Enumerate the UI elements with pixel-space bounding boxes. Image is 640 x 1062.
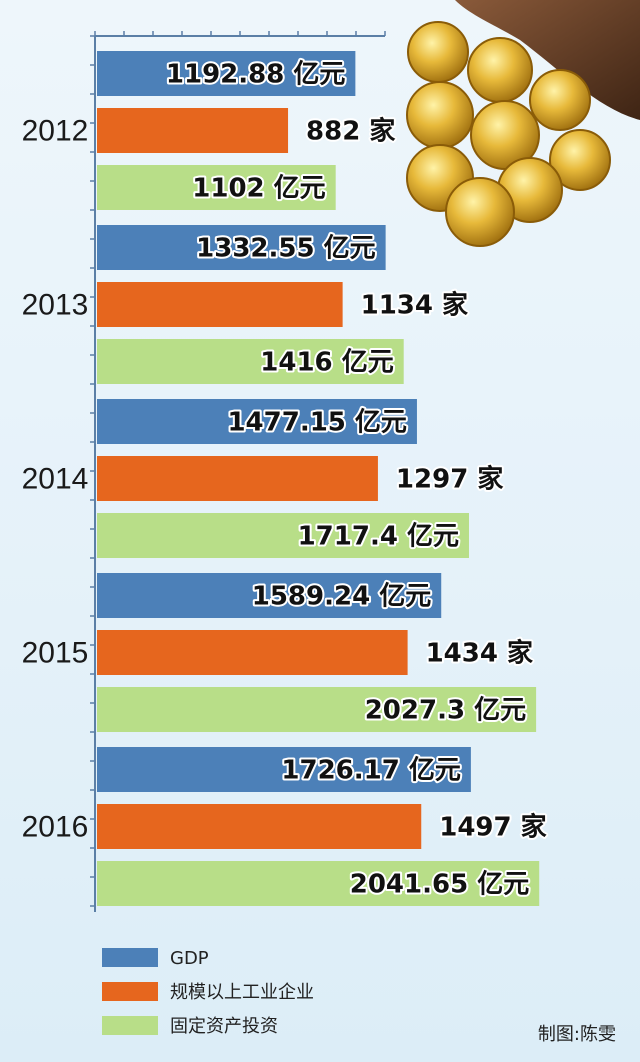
bar-label-2016-series-0: 1726.17 亿元	[281, 756, 460, 786]
bar-2013-series-2	[97, 339, 404, 384]
year-label-2016: 2016	[22, 811, 89, 844]
bar-label-2012-series-2: 1102 亿元	[192, 174, 325, 204]
bar-label-2014-series-2: 1717.4 亿元	[298, 522, 459, 552]
gold-coins-image	[406, 0, 640, 247]
bar-2012-series-2	[97, 165, 336, 210]
axis-ticks	[90, 31, 386, 907]
bar-label-2014-series-1: 1297 家	[396, 464, 503, 495]
bars-layer	[97, 51, 540, 906]
bar-2015-series-1	[97, 630, 408, 675]
legend-label-0: GDP	[170, 948, 209, 969]
bar-label-2012-series-0: 1192.88 亿元	[166, 60, 345, 90]
bar-label-2013-series-0: 1332.55 亿元	[196, 234, 375, 264]
bar-2014-series-1	[97, 456, 378, 501]
bar-2012-series-0	[97, 51, 356, 96]
bar-label-2014-series-0: 1477.15 亿元	[227, 408, 406, 438]
bar-label-2015-series-2: 2027.3 亿元	[365, 696, 526, 726]
bar-2016-series-1	[97, 804, 422, 849]
year-label-2015: 2015	[22, 637, 89, 670]
legend-label-2: 固定资产投资	[170, 1016, 278, 1037]
bar-2016-series-2	[97, 861, 540, 906]
bar-2016-series-0	[97, 747, 471, 792]
chart-credit: 制图:陈雯	[538, 1024, 616, 1045]
year-label-2013: 2013	[22, 289, 89, 322]
bar-2012-series-1	[97, 108, 289, 153]
bar-label-2013-series-2: 1416 亿元	[260, 348, 393, 378]
bar-label-2015-series-0: 1589.24 亿元	[252, 582, 431, 612]
year-labels: 2012 2013 2014 2015 2016	[22, 115, 89, 844]
year-label-2014: 2014	[22, 463, 89, 496]
bar-2015-series-2	[97, 687, 537, 732]
legend-label-1: 规模以上工业企业	[170, 982, 314, 1003]
bar-label-2013-series-1: 1134 家	[361, 290, 468, 321]
bar-2014-series-2	[97, 513, 469, 558]
legend-swatch-1	[102, 982, 158, 1001]
bar-label-2012-series-1: 882 家	[306, 116, 395, 147]
legend-swatch-0	[102, 948, 158, 967]
bar-2014-series-0	[97, 399, 417, 444]
bar-2013-series-0	[97, 225, 386, 270]
bar-label-2016-series-2: 2041.65 亿元	[350, 870, 529, 900]
bar-2013-series-1	[97, 282, 343, 327]
money-bag-shape	[455, 0, 640, 120]
labels-layer: 1192.88 亿元 882 家 1102 亿元 1332.55 亿元 1134 家 14…	[164, 58, 549, 902]
legend-swatch-2	[102, 1016, 158, 1035]
bar-2015-series-0	[97, 573, 442, 618]
year-label-2012: 2012	[22, 115, 89, 148]
bar-label-2015-series-1: 1434 家	[426, 638, 533, 669]
bar-label-2016-series-1: 1497 家	[439, 812, 546, 843]
